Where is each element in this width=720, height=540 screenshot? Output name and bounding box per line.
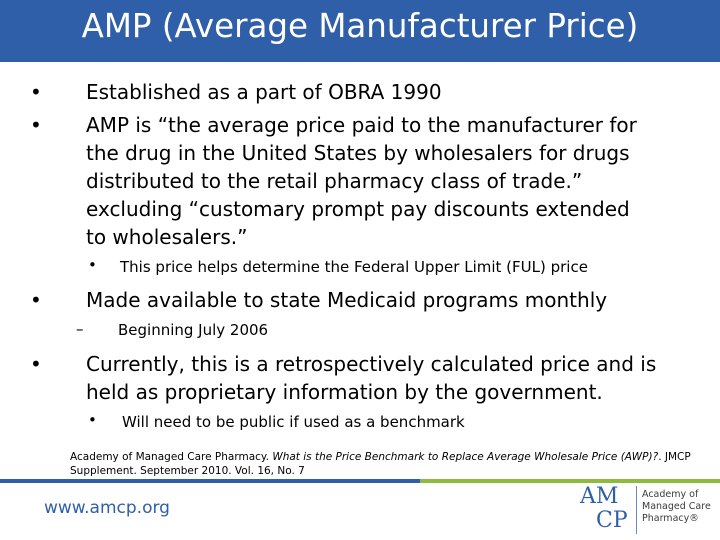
bullet-marker: • [30, 113, 42, 137]
logo-line: Pharmacy® [642, 513, 699, 524]
bullet-text: Currently, this is a retrospectively cal… [86, 352, 657, 376]
dash-marker: – [76, 320, 84, 338]
bullet-text: AMP is “the average price paid to the ma… [86, 113, 637, 137]
slide-title: AMP (Average Manufacturer Price) [81, 7, 639, 45]
citation-title: What is the Price Benchmark to Replace A… [272, 451, 659, 463]
sub-bullet-text: This price helps determine the Federal U… [120, 258, 588, 276]
website-link[interactable]: www.amcp.org [44, 498, 170, 518]
bullet-text: the drug in the United States by wholesa… [86, 141, 630, 165]
title-bar: AMP (Average Manufacturer Price) [0, 0, 720, 62]
citation-line-2: Supplement. September 2010. Vol. 16, No.… [70, 465, 305, 477]
bullet-text: Established as a part of OBRA 1990 [86, 80, 442, 104]
sub-bullet-text: Beginning July 2006 [118, 321, 269, 339]
bullet-text: held as proprietary information by the g… [86, 380, 603, 404]
logo-divider [636, 486, 637, 534]
logo-line: Managed Care [642, 501, 711, 512]
sub-bullet-marker: • [88, 411, 97, 429]
sub-bullet-text: Will need to be public if used as a benc… [122, 413, 465, 431]
bullet-marker: • [30, 80, 42, 104]
bullet-text: distributed to the retail pharmacy class… [86, 169, 583, 193]
citation: Academy of Managed Care Pharmacy. What i… [70, 450, 691, 478]
bullet-text: excluding “customary prompt pay discount… [86, 197, 630, 221]
bullet-text: Made available to state Medicaid program… [86, 288, 608, 312]
bullet-marker: • [30, 288, 42, 312]
bullet-text: to wholesalers.” [86, 225, 248, 249]
logo-mark-bottom: CP [596, 508, 628, 533]
logo-text: Academy of Managed Care Pharmacy® [642, 489, 711, 525]
logo-mark-top: AM [580, 484, 619, 509]
footer-rule-blue [0, 479, 420, 483]
logo-line: Academy of [642, 489, 699, 500]
citation-prefix: Academy of Managed Care Pharmacy. [70, 451, 273, 463]
amcp-logo: AM CP Academy of Managed Care Pharmacy® [574, 486, 714, 536]
sub-bullet-marker: • [88, 256, 97, 274]
bullet-marker: • [30, 352, 42, 376]
citation-suffix: . JMCP [658, 451, 691, 463]
footer-rule-green [420, 479, 720, 483]
